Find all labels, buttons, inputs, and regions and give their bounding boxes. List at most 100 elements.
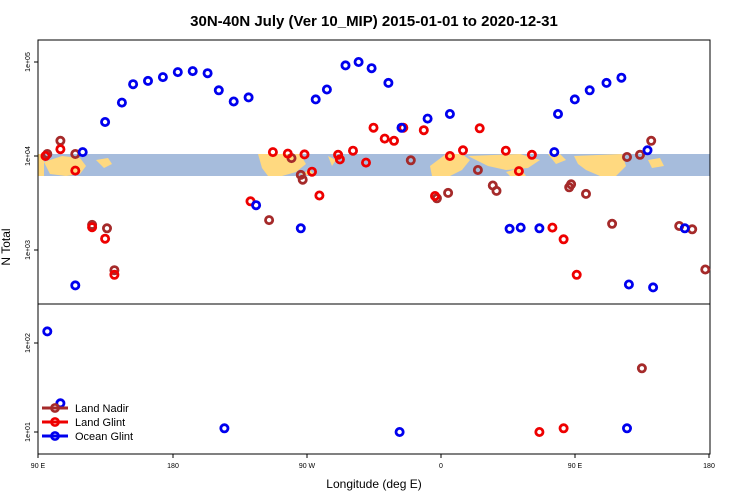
data-point-ocean-glint bbox=[340, 60, 351, 71]
data-point-ocean-glint bbox=[679, 223, 690, 234]
data-point-land-glint bbox=[444, 150, 455, 161]
map-land bbox=[96, 158, 112, 168]
x-axis-label: Longitude (deg E) bbox=[326, 477, 421, 491]
data-point-land-nadir bbox=[405, 155, 416, 166]
lower-panel-frame bbox=[37, 303, 711, 455]
legend-marker-land-glint bbox=[50, 417, 60, 427]
data-point-land-glint bbox=[474, 123, 485, 134]
data-point-ocean-glint bbox=[622, 423, 633, 434]
y-tick-label: 1e+05 bbox=[25, 52, 32, 72]
legend-label-land-glint: Land Glint bbox=[75, 417, 125, 429]
map-land bbox=[468, 154, 540, 170]
data-point-land-glint bbox=[534, 426, 545, 437]
data-point-land-glint bbox=[267, 147, 278, 158]
map-land bbox=[430, 154, 470, 176]
data-point-land-glint bbox=[558, 234, 569, 245]
data-point-land-glint bbox=[571, 269, 582, 280]
data-point-ocean-glint bbox=[396, 122, 407, 133]
data-point-land-glint bbox=[100, 233, 111, 244]
data-point-land-glint bbox=[500, 145, 511, 156]
legend-marker-ocean-glint bbox=[50, 431, 60, 441]
data-point-ocean-glint bbox=[116, 97, 127, 108]
y-tick-label: 1e+02 bbox=[25, 333, 32, 353]
x-tick-label: 0 bbox=[439, 463, 443, 470]
data-point-ocean-glint bbox=[549, 147, 560, 158]
data-point-ocean-glint bbox=[616, 72, 627, 83]
data-point-land-nadir bbox=[472, 164, 483, 175]
data-point-land-glint bbox=[87, 222, 98, 233]
data-point-ocean-glint bbox=[157, 72, 168, 83]
data-point-land-nadir bbox=[55, 135, 66, 146]
legend-marker-land-nadir bbox=[50, 403, 60, 413]
data-point-land-glint bbox=[379, 133, 390, 144]
data-point-land-nadir bbox=[566, 179, 577, 190]
data-point-land-glint bbox=[299, 149, 310, 160]
legend-label-ocean-glint: Ocean Glint bbox=[75, 431, 133, 443]
data-point-land-glint bbox=[334, 154, 345, 165]
data-point-ocean-glint bbox=[422, 113, 433, 124]
data-point-land-glint bbox=[347, 145, 358, 156]
data-point-ocean-glint bbox=[534, 223, 545, 234]
data-point-land-nadir bbox=[102, 223, 113, 234]
data-point-land-glint bbox=[368, 122, 379, 133]
legend: Land Nadir Land Glint Ocean Glint bbox=[42, 403, 133, 443]
y-axis-label: N Total bbox=[0, 228, 13, 265]
data-point-ocean-glint bbox=[569, 94, 580, 105]
x-tick-label: 90 E bbox=[31, 463, 46, 470]
map-land bbox=[328, 156, 336, 166]
data-point-land-nadir bbox=[607, 218, 618, 229]
data-point-land-glint bbox=[306, 166, 317, 177]
data-point-ocean-glint bbox=[353, 57, 364, 68]
data-point-ocean-glint bbox=[310, 94, 321, 105]
map-land bbox=[574, 154, 626, 176]
data-point-land-glint bbox=[360, 157, 371, 168]
data-point-land-glint bbox=[547, 222, 558, 233]
data-point-ocean-glint bbox=[243, 92, 254, 103]
data-point-ocean-glint bbox=[648, 282, 659, 293]
y-tick-label: 1e+01 bbox=[25, 422, 32, 442]
data-point-land-nadir bbox=[491, 185, 502, 196]
data-point-land-nadir bbox=[581, 188, 592, 199]
map-land bbox=[648, 158, 664, 168]
data-point-land-nadir bbox=[443, 187, 454, 198]
x-tick-label: 90 W bbox=[299, 463, 316, 470]
data-point-land-glint bbox=[388, 135, 399, 146]
data-point-land-glint bbox=[526, 149, 537, 160]
data-point-ocean-glint bbox=[504, 223, 515, 234]
data-point-land-glint bbox=[282, 148, 293, 159]
data-point-ocean-glint bbox=[172, 67, 183, 78]
data-point-land-nadir bbox=[636, 363, 647, 374]
y-tick-label: 1e+03 bbox=[25, 240, 32, 260]
data-point-land-glint bbox=[418, 125, 429, 136]
data-point-land-nadir bbox=[622, 151, 633, 162]
data-point-ocean-glint bbox=[187, 66, 198, 77]
data-point-ocean-glint bbox=[383, 77, 394, 88]
data-point-ocean-glint bbox=[601, 77, 612, 88]
data-point-ocean-glint bbox=[142, 75, 153, 86]
y-tick-label: 1e+04 bbox=[25, 146, 32, 166]
data-point-ocean-glint bbox=[70, 280, 81, 291]
data-point-land-nadir bbox=[295, 169, 306, 180]
data-point-ocean-glint bbox=[251, 200, 262, 211]
data-point-land-glint bbox=[513, 166, 524, 177]
data-point-ocean-glint bbox=[394, 426, 405, 437]
data-point-ocean-glint bbox=[553, 109, 564, 120]
y-axis: 1e+05 1e+04 1e+03 1e+02 1e+01 bbox=[25, 52, 38, 442]
legend-label-land-nadir: Land Nadir bbox=[75, 403, 129, 415]
chart-title: 30N-40N July (Ver 10_MIP) 2015-01-01 to … bbox=[190, 13, 558, 30]
data-point-ocean-glint bbox=[515, 222, 526, 233]
x-tick-label: 180 bbox=[703, 463, 715, 470]
data-point-ocean-glint bbox=[213, 85, 224, 96]
data-point-land-glint bbox=[558, 423, 569, 434]
map-ocean bbox=[38, 154, 710, 176]
world-map-strip bbox=[38, 154, 710, 176]
data-point-ocean-glint bbox=[295, 223, 306, 234]
data-point-land-nadir bbox=[635, 149, 646, 160]
data-point-ocean-glint bbox=[444, 109, 455, 120]
data-point-land-nadir bbox=[297, 174, 308, 185]
data-points bbox=[40, 57, 711, 437]
data-point-land-glint bbox=[457, 145, 468, 156]
data-point-ocean-glint bbox=[584, 85, 595, 96]
